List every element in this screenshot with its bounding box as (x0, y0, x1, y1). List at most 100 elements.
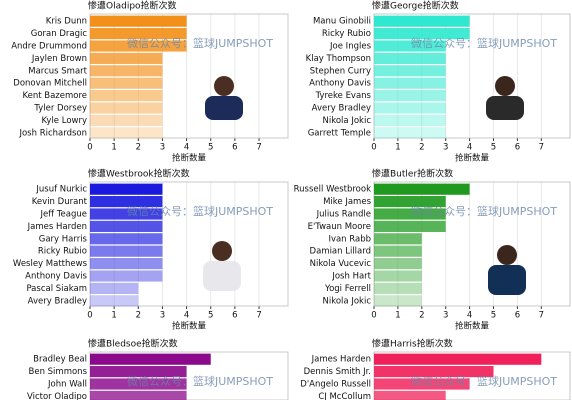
chart-title: 惨遭Oladipo抢断次数 (88, 0, 177, 12)
player-photo (203, 241, 241, 291)
y-tick-label: Bradley Beal (33, 355, 87, 365)
bar (90, 220, 163, 232)
y-tick-label: Manu Ginobili (313, 17, 371, 27)
y-tick-label: Avery Bradley (312, 104, 371, 114)
x-tick-label: 6 (232, 143, 237, 153)
bar (374, 270, 422, 282)
y-tick-label: Ricky Rubio (38, 247, 87, 257)
y-tick-label: Goran Dragic (31, 29, 88, 39)
x-tick-label: 4 (184, 311, 189, 321)
y-tick-label: Garrett Temple (308, 128, 371, 138)
bar (374, 233, 422, 245)
watermark: 微信公众号：篮球JUMPSHOT (127, 204, 273, 218)
bar (374, 40, 446, 52)
y-tick-label: James Harden (311, 355, 371, 365)
y-tick-label: Kyle Lowry (41, 116, 87, 126)
x-tick-label: 0 (87, 143, 92, 153)
bar (374, 28, 470, 40)
player-photo (486, 76, 524, 120)
x-tick-label: 3 (443, 311, 448, 321)
bar (374, 77, 446, 89)
y-tick-label: Ricky Rubio (322, 29, 371, 39)
bar (90, 28, 187, 40)
bar (90, 196, 163, 208)
bar (90, 233, 163, 245)
y-tick-label: Kent Bazemore (22, 91, 87, 101)
x-tick-label: 4 (184, 143, 189, 153)
y-tick-label: Klay Thompson (306, 54, 371, 64)
x-tick-label: 4 (467, 311, 472, 321)
bar (90, 270, 163, 282)
x-axis-label: 抢断数量 (172, 153, 207, 164)
x-tick-label: 0 (87, 311, 92, 321)
chart-title: 惨遭Butler抢断次数 (372, 168, 453, 180)
y-tick-label: Jaylen Brown (31, 54, 87, 64)
chart-title: 惨遭Westbrook抢断次数 (88, 168, 190, 180)
bar (374, 183, 470, 195)
bar (374, 295, 422, 307)
x-tick-label: 2 (136, 143, 141, 153)
y-tick-label: Ivan Rabb (328, 234, 371, 244)
x-tick-label: 2 (419, 311, 424, 321)
y-tick-label: Yogi Ferrell (324, 284, 371, 294)
bar (90, 52, 163, 64)
bar (90, 245, 163, 257)
y-tick-label: Stephen Curry (310, 66, 371, 76)
x-tick-label: 7 (256, 143, 261, 153)
x-tick-label: 2 (136, 311, 141, 321)
bar (90, 295, 139, 307)
watermark: 微信公众号：篮球JUMPSHOT (411, 374, 557, 388)
bar (90, 15, 187, 27)
y-tick-label: Donovan Mitchell (13, 79, 87, 89)
y-tick-label: Ben Simmons (29, 367, 88, 377)
bar (90, 390, 187, 400)
bar (90, 102, 163, 114)
photos (203, 76, 526, 295)
watermark: 微信公众号：篮球JUMPSHOT (411, 204, 557, 218)
y-tick-label: Nikola Vucevic (310, 259, 372, 269)
x-axis-label: 抢断数量 (455, 321, 490, 332)
y-tick-label: Andre Drummond (11, 42, 87, 52)
x-axis-label: 抢断数量 (172, 321, 207, 332)
y-tick-label: E'Twaun Moore (308, 222, 371, 232)
bar (374, 258, 422, 270)
y-tick-label: Nikola Jokic (323, 296, 372, 306)
bar (90, 77, 163, 89)
bar (374, 15, 470, 27)
bar (374, 90, 446, 102)
bar (90, 90, 163, 102)
bar (374, 366, 494, 378)
x-tick-label: 1 (111, 143, 116, 153)
y-tick-label: James Harden (27, 222, 87, 232)
chart-title: 惨遭Harris抢断次数 (372, 338, 453, 350)
x-tick-label: 7 (539, 311, 544, 321)
player-photo (488, 245, 526, 295)
chart-title: 惨遭George抢断次数 (372, 0, 459, 12)
y-tick-label: Josh Hart (331, 272, 371, 282)
player-photo (205, 76, 243, 120)
x-tick-label: 6 (515, 143, 520, 153)
x-tick-label: 6 (232, 311, 237, 321)
y-tick-label: Damian Lillard (310, 247, 371, 257)
x-tick-label: 5 (491, 311, 496, 321)
y-tick-label: Nikola Jokic (323, 116, 372, 126)
chart-title: 惨遭Bledsoe抢断次数 (88, 338, 178, 350)
x-axis-label: 抢断数量 (455, 153, 490, 164)
bar (374, 127, 446, 139)
x-tick-label: 3 (160, 311, 165, 321)
watermark: 微信公众号：篮球JUMPSHOT (127, 36, 273, 50)
y-tick-label: Kevin Durant (32, 197, 88, 207)
y-tick-label: Jusuf Nurkic (35, 185, 87, 195)
x-tick-label: 0 (371, 143, 376, 153)
y-tick-label: Josh Richardson (18, 128, 87, 138)
y-tick-label: Tyreke Evans (315, 91, 372, 101)
bar (90, 282, 139, 294)
y-tick-label: Jeff Teague (40, 210, 88, 220)
x-tick-label: 3 (160, 143, 165, 153)
bar (90, 208, 163, 220)
x-tick-label: 5 (491, 143, 496, 153)
y-tick-label: Julius Randle (316, 210, 371, 220)
y-tick-label: Gary Harris (39, 234, 88, 244)
bar (374, 390, 446, 400)
y-tick-label: Kris Dunn (46, 17, 87, 27)
